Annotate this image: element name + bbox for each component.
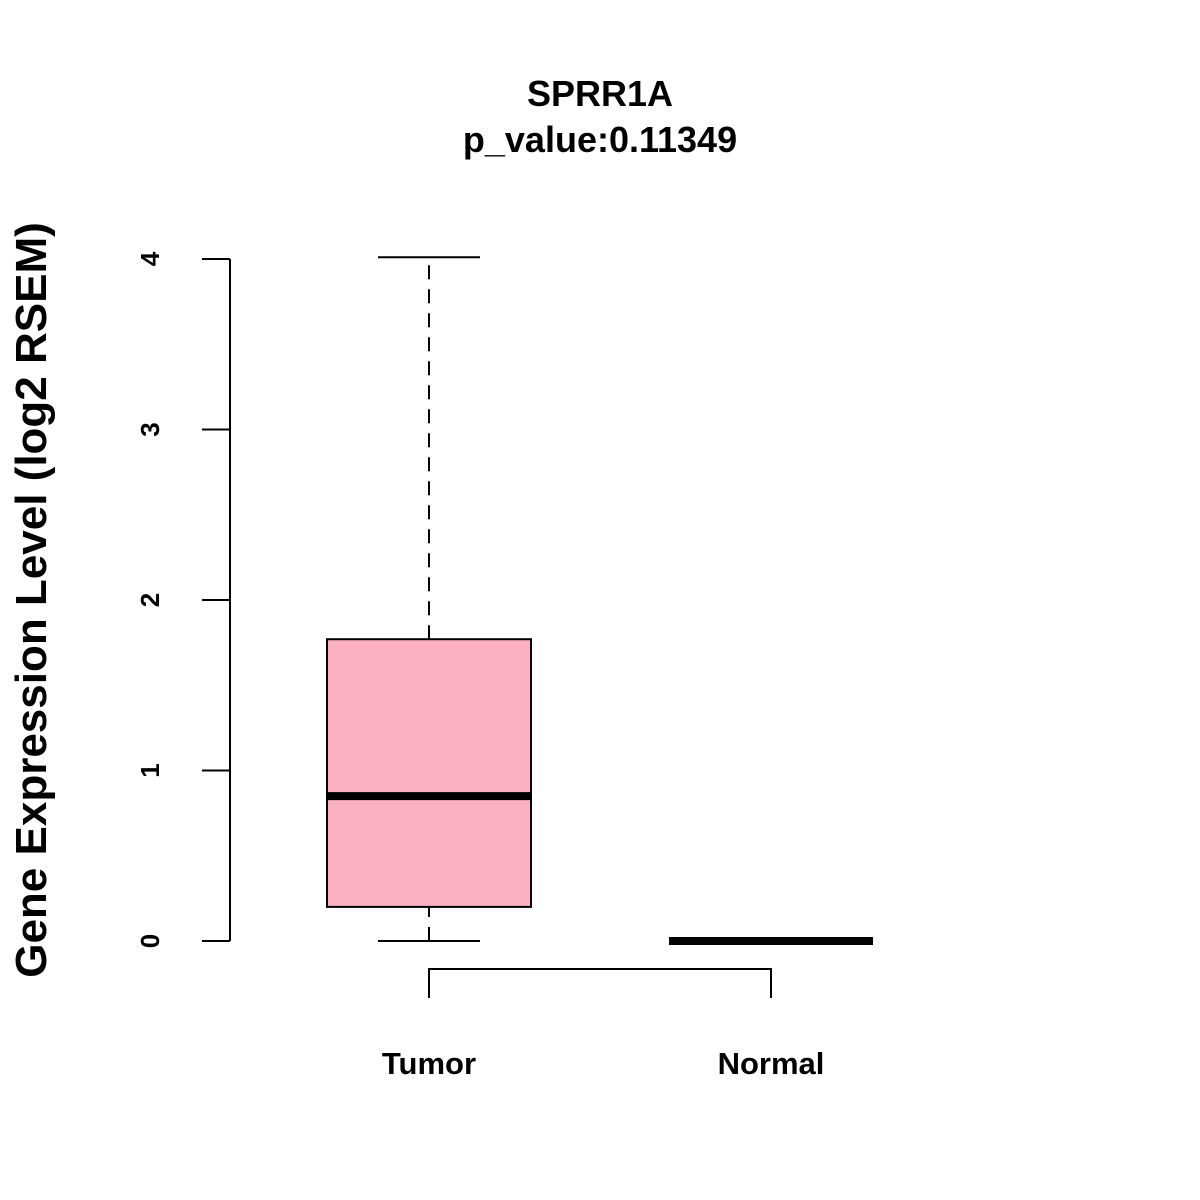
category-label-normal: Normal (718, 1046, 825, 1081)
box-tumor (326, 256, 532, 942)
box-series (326, 256, 873, 945)
iqr-box (326, 638, 532, 908)
y-tick-label: 1 (135, 763, 165, 777)
bracket-path (428, 968, 772, 998)
y-tick-label: 3 (135, 422, 165, 436)
y-tick-label: 0 (135, 934, 165, 948)
y-tick-label: 2 (135, 593, 165, 607)
comparison-bracket (428, 968, 772, 998)
chart-title: SPRR1A (527, 73, 673, 114)
y-axis-label: Gene Expression Level (log2 RSEM) (7, 222, 56, 978)
chart-subtitle: p_value:0.11349 (463, 119, 737, 160)
y-tick-label: 4 (135, 251, 165, 266)
category-labels: Tumor Normal (382, 1046, 824, 1081)
y-axis: 0 1 2 3 4 (135, 251, 231, 948)
category-label-tumor: Tumor (382, 1046, 476, 1081)
